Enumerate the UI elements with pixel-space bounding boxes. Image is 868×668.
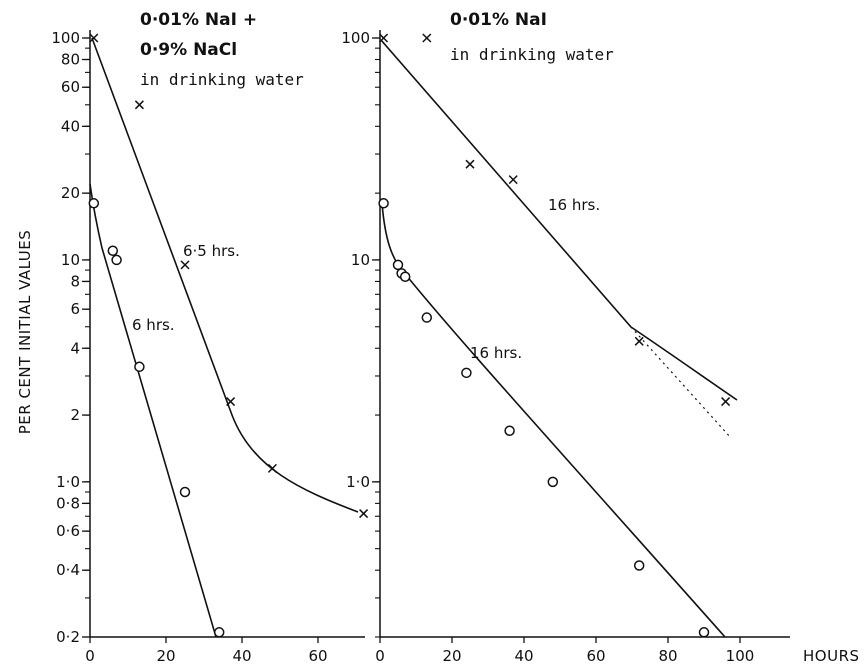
left-annotation-line-3: in drinking water (140, 70, 304, 89)
left-panel: 0 20 40 60100806040201086421·00·80·60·40·2 … (51, 10, 369, 665)
left-y-tick-label: 0·4 (56, 561, 80, 579)
left-y-tick-label: 0·8 (56, 494, 80, 512)
right-x-tick-label: 100 (726, 647, 755, 665)
left-x-tick-label: 20 (156, 647, 175, 665)
left-o-point (88, 198, 100, 209)
left-annotation-line-2: 0·9% NaCl (140, 40, 237, 60)
left-y-tick-label: 10 (61, 251, 80, 269)
left-o-series-fit-label: 6 hrs. (132, 316, 175, 334)
left-curve-group (89, 37, 359, 638)
right-o-point (378, 198, 389, 209)
left-annotation-line-1: 0·01% NaI + (140, 10, 257, 30)
left-tick-group: 0 20 40 60 100 80 60 40 20 10 8 6 4 2 1·0 0·8 0·6 0·4 0·2 (51, 29, 327, 665)
right-o-point (547, 476, 559, 488)
right-tick-group: 0 20 40 60 80 100 100 10 1·0 (341, 29, 754, 665)
right-x-point (379, 33, 389, 43)
right-x-tick-label: 80 (658, 647, 677, 665)
left-mark-group (88, 33, 369, 638)
right-mark-group (378, 33, 731, 638)
left-y-tick-label: 1·0 (56, 473, 80, 491)
left-y-tick-label: 40 (61, 117, 80, 135)
left-x-point (89, 33, 99, 43)
left-x-series-fit-line (91, 37, 359, 513)
right-o-point (399, 271, 411, 282)
right-x-series-fit-line (380, 39, 738, 401)
right-o-point (392, 259, 404, 271)
left-o-point (134, 361, 145, 373)
left-y-tick-label: 0·6 (56, 522, 80, 540)
right-o-point (698, 627, 710, 638)
right-o-point (633, 560, 645, 571)
right-x-tick-label: 0 (375, 647, 385, 665)
left-x-point (180, 260, 190, 270)
right-o-point (421, 312, 433, 323)
left-y-tick-label: 4 (70, 339, 80, 357)
right-o-series-fit-label: 16 hrs. (470, 344, 522, 362)
left-x-point (226, 397, 236, 407)
right-x-tick-label: 40 (514, 647, 533, 665)
right-x-point (508, 175, 518, 185)
left-x-point (359, 509, 369, 519)
right-annotation-line-1: 0·01% NaI (450, 10, 547, 30)
y-axis-title: PER CENT INITIAL VALUES (16, 230, 34, 435)
left-y-tick-label: 0·2 (56, 628, 80, 646)
left-o-point (111, 254, 122, 266)
left-x-series-fit-label: 6·5 hrs. (183, 242, 240, 260)
left-o-point (213, 627, 225, 638)
right-x-series-extrapolation (630, 326, 732, 439)
left-x-point (267, 463, 277, 473)
left-y-tick-label: 100 (51, 29, 80, 47)
left-x-point (134, 100, 144, 110)
right-x-point (465, 159, 475, 169)
right-x-point (422, 33, 432, 43)
left-y-tick-label: 80 (61, 51, 80, 69)
right-x-tick-label: 20 (442, 647, 461, 665)
left-x-tick-label: 40 (232, 647, 251, 665)
left-y-tick-label: 20 (61, 184, 80, 202)
left-x-tick-label: 0 (85, 647, 95, 665)
right-o-point (461, 367, 472, 379)
right-y-tick-label: 100 (341, 29, 370, 47)
right-x-point (634, 336, 644, 346)
right-curve-group (380, 39, 738, 638)
left-y-tick-label: 8 (70, 272, 80, 290)
right-annotation-line-2: in drinking water (450, 45, 614, 64)
right-x-point (721, 397, 731, 407)
right-y-tick-label: 1·0 (346, 473, 370, 491)
right-x-series-fit-label: 16 hrs. (548, 196, 600, 214)
left-y-tick-label: 6 (70, 300, 80, 318)
right-o-series-fit-line (381, 202, 726, 638)
left-y-tick-label: 2 (70, 406, 80, 424)
left-y-tick-label: 60 (61, 78, 80, 96)
left-o-series-fit-line (89, 183, 217, 638)
left-o-point (179, 486, 191, 498)
x-axis-title: HOURS (803, 647, 860, 665)
left-o-point (107, 245, 119, 256)
right-x-tick-label: 60 (586, 647, 605, 665)
left-x-tick-label: 60 (308, 647, 327, 665)
right-y-tick-label: 10 (351, 251, 370, 269)
right-o-point (504, 425, 515, 436)
right-panel: 0 20 40 60 80 100 100 10 1·0 0·01% NaI in drinki… (341, 10, 790, 665)
